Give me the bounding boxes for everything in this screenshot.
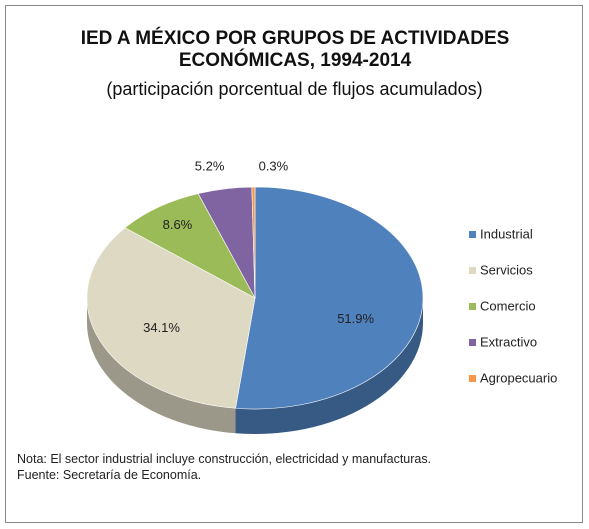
legend-label: Extractivo	[480, 334, 537, 349]
data-label: 5.2%	[195, 158, 225, 173]
legend-swatch	[469, 303, 476, 310]
legend-swatch	[469, 267, 476, 274]
data-label: 34.1%	[143, 320, 180, 335]
pie-slice	[235, 186, 424, 410]
note: Nota: El sector industrial incluye const…	[17, 452, 432, 466]
pie-slice	[251, 186, 256, 299]
legend-swatch	[469, 375, 476, 382]
pie-slice-side	[235, 298, 423, 434]
pie-slice	[124, 193, 256, 299]
legend-label: Agropecuario	[480, 370, 557, 385]
data-label: 8.6%	[163, 217, 193, 232]
data-label: 51.9%	[337, 311, 374, 326]
legend-label: Industrial	[480, 226, 533, 241]
legend-swatch	[469, 339, 476, 346]
chart-title: IED A MÉXICO POR GRUPOS DE ACTIVIDADES E…	[80, 28, 510, 71]
note: Fuente: Secretaría de Economía.	[17, 468, 202, 482]
pie-slice-side	[86, 298, 236, 434]
chart-subtitle: (participación porcentual de flujos acum…	[106, 79, 483, 99]
legend-swatch	[469, 231, 476, 238]
legend-label: Servicios	[480, 262, 533, 277]
legend-label: Comercio	[480, 298, 536, 313]
data-label: 0.3%	[259, 158, 289, 173]
pie-slice	[86, 227, 256, 409]
